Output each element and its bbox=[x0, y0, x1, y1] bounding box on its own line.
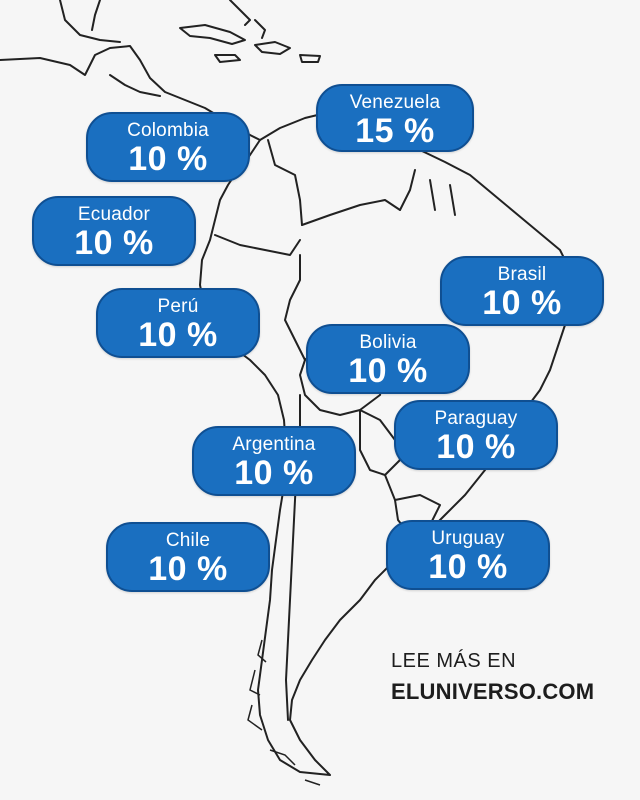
country-name: Ecuador bbox=[77, 204, 151, 225]
border-paraguay bbox=[359, 409, 401, 476]
country-label-brasil: Brasil 10 % bbox=[440, 256, 604, 326]
country-label-bolivia: Bolivia 10 % bbox=[306, 324, 470, 394]
country-name: Uruguay bbox=[431, 528, 505, 549]
border-colombia-peru bbox=[214, 234, 301, 256]
country-label-ecuador: Ecuador 10 % bbox=[32, 196, 196, 266]
southern-islands bbox=[247, 639, 321, 786]
percentage-value: 10 % bbox=[128, 140, 208, 178]
country-label-chile: Chile 10 % bbox=[106, 522, 270, 592]
percentage-value: 15 % bbox=[355, 112, 435, 150]
country-label-argentina: Argentina 10 % bbox=[192, 426, 356, 496]
percentage-value: 10 % bbox=[234, 454, 314, 492]
country-label-venezuela: Venezuela 15 % bbox=[316, 84, 474, 152]
country-label-uruguay: Uruguay 10 % bbox=[386, 520, 550, 590]
border-peru-brasil bbox=[284, 254, 306, 361]
country-name: Venezuela bbox=[349, 92, 441, 113]
percentage-value: 10 % bbox=[138, 316, 218, 354]
percentage-value: 10 % bbox=[482, 284, 562, 322]
percentage-value: 10 % bbox=[74, 224, 154, 262]
percentage-value: 10 % bbox=[348, 352, 428, 390]
country-name: Perú bbox=[157, 296, 199, 317]
country-name: Brasil bbox=[497, 264, 547, 285]
source-link[interactable]: ELUNIVERSO.COM bbox=[391, 679, 595, 704]
country-label-paraguay: Paraguay 10 % bbox=[394, 400, 558, 470]
country-name: Paraguay bbox=[434, 408, 518, 429]
border-colombia-venezuela bbox=[267, 139, 303, 226]
country-name: Argentina bbox=[232, 434, 316, 455]
percentage-value: 10 % bbox=[436, 428, 516, 466]
country-label-colombia: Colombia 10 % bbox=[86, 112, 250, 182]
percentage-value: 10 % bbox=[148, 550, 228, 588]
percentage-value: 10 % bbox=[428, 548, 508, 586]
country-name: Chile bbox=[165, 530, 211, 551]
source-footer: LEE MÁS EN ELUNIVERSO.COM bbox=[391, 650, 594, 705]
country-label-peru: Perú 10 % bbox=[96, 288, 260, 358]
country-name: Bolivia bbox=[359, 332, 417, 353]
border-venezuela-brasil bbox=[301, 199, 401, 226]
country-name: Colombia bbox=[127, 120, 209, 141]
border-guyanas bbox=[399, 169, 456, 216]
read-more-label: LEE MÁS EN bbox=[391, 650, 517, 672]
caribbean-islands bbox=[179, 24, 246, 45]
